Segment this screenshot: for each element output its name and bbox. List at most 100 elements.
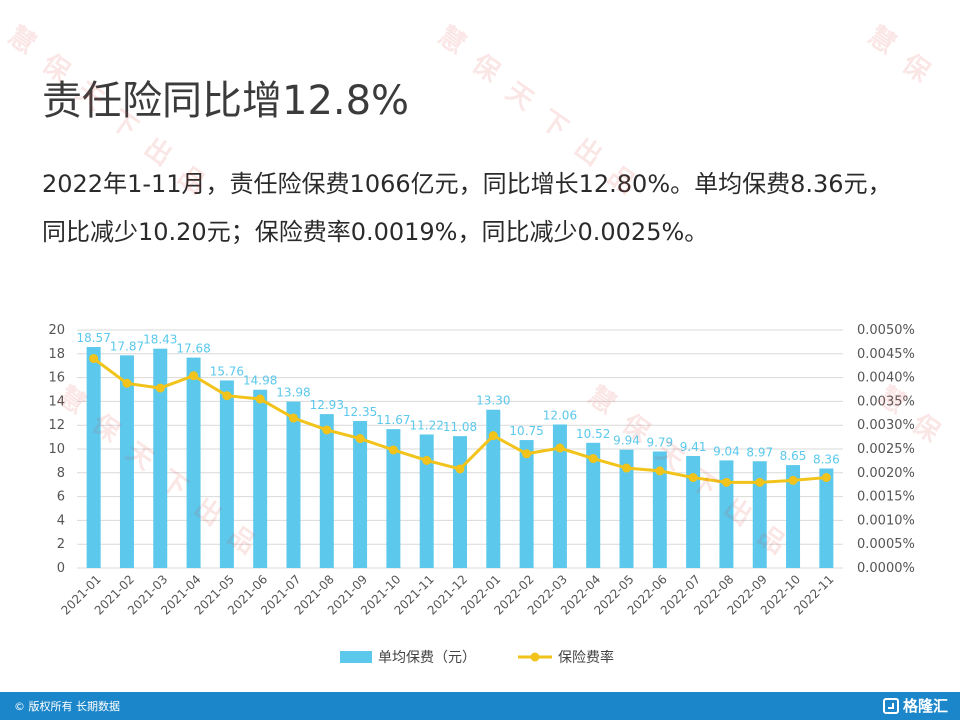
bar-value-label: 9.79 [646,435,673,449]
y-right-tick-label: 0.0025% [857,442,915,457]
y-left-tick-label: 8 [57,466,65,481]
bar-value-label: 12.93 [310,398,344,412]
summary-line-1: 2022年1-11月，责任险保费1066亿元，同比增长12.80%。单均保费8.… [42,170,892,198]
rate-point [588,454,598,464]
rate-point [522,449,532,459]
bar [586,442,601,568]
rate-point [288,413,298,423]
bar [752,461,767,568]
y-left-tick-label: 4 [57,513,65,528]
bar [353,421,368,568]
bar-value-label: 11.22 [410,418,444,432]
bar [519,440,534,568]
rate-point [488,431,498,441]
bar-value-label: 11.67 [376,413,410,427]
bar-value-label: 18.43 [143,333,177,347]
bar-value-label: 10.52 [576,427,610,441]
y-left-tick-label: 10 [48,442,65,457]
rate-point [122,378,132,388]
y-right-tick-label: 0.0050% [857,323,915,338]
rate-point [355,434,365,444]
rate-point [255,394,265,404]
rate-point [755,477,765,487]
bar-value-label: 8.97 [746,445,773,459]
rate-point [655,466,665,476]
watermark-char: 保 [466,48,505,89]
rate-point [688,473,698,483]
brand: 格隆汇 [882,695,948,716]
y-left-tick-label: 2 [57,537,65,552]
bar [186,357,201,568]
bar-value-label: 11.08 [443,420,477,434]
rate-point [388,445,398,455]
y-left-tick-label: 0 [57,561,65,576]
rate-point [455,464,465,474]
bar [219,380,234,568]
legend-line-label: 保险费率 [558,649,614,666]
bar [652,451,667,568]
bar-value-label: 18.57 [76,331,110,345]
brand-name: 格隆汇 [902,697,948,715]
rate-point [821,473,831,483]
bar-value-label: 12.35 [343,405,377,419]
bar-value-label: 8.36 [813,453,840,467]
rate-point [222,391,232,401]
y-left-tick-label: 12 [48,418,65,433]
y-left-tick-label: 20 [48,323,65,338]
bar [552,424,567,568]
rate-point [622,463,632,473]
bar-value-label: 13.30 [476,394,510,408]
rate-point [788,475,798,485]
y-left-tick-label: 16 [48,371,65,386]
bar-value-label: 9.04 [713,444,740,458]
rate-point [422,455,432,465]
rate-point [721,477,731,487]
y-right-tick-label: 0.0035% [857,394,915,409]
y-right-tick-label: 0.0040% [857,371,915,386]
watermark-char: 慧 [2,20,41,61]
bar [619,449,634,568]
bar-value-label: 10.75 [509,424,543,438]
rate-point [555,443,565,453]
bar [386,429,401,568]
y-left-tick-label: 18 [48,347,65,362]
bar-value-label: 13.98 [276,386,310,400]
bar [419,434,434,568]
bar [286,401,301,568]
bar [819,468,834,568]
bar-value-label: 17.68 [176,342,210,356]
summary-paragraph: 2022年1-11月，责任险保费1066亿元，同比增长12.80%。单均保费8.… [42,160,942,256]
legend-line-marker [530,652,540,662]
y-right-tick-label: 0.0005% [857,537,915,552]
watermark-char: 保 [896,48,935,89]
rate-point [155,383,165,393]
brand-logo-icon [882,697,899,714]
bar-value-label: 9.41 [680,440,707,454]
legend-bar-swatch [340,651,372,663]
watermark-char: 下 [534,104,573,145]
bar [119,355,134,568]
legend-bar-label: 单均保费（元） [378,650,476,666]
bar-value-label: 8.65 [780,449,807,463]
watermark-char: 天 [500,76,539,117]
bar-value-label: 15.76 [210,364,244,378]
y-right-tick-label: 0.0030% [857,418,915,433]
bar [86,347,101,568]
bar-value-label: 9.94 [613,434,640,448]
bar [786,465,801,568]
copyright-text: © 版权所有 长期数据 [14,700,120,713]
y-right-tick-label: 0.0015% [857,490,915,505]
rate-point [322,425,332,435]
bar [686,456,701,568]
y-left-tick-label: 6 [57,490,65,505]
bar-value-label: 14.98 [243,374,277,388]
bar-value-label: 12.06 [543,408,577,422]
summary-line-2: 同比减少10.20元；保险费率0.0019%，同比减少0.0025%。 [42,218,709,246]
bar [719,460,734,568]
y-right-tick-label: 0.0010% [857,513,915,528]
watermark-char: 慧 [862,20,901,61]
rate-point [89,354,99,364]
bar [453,436,467,568]
bar [319,414,334,568]
premium-rate-chart: 0 2 4 6 8 10 12 14 16 18 20 0.0000% 0.0005% 0.0010% 0.… [48,323,915,666]
